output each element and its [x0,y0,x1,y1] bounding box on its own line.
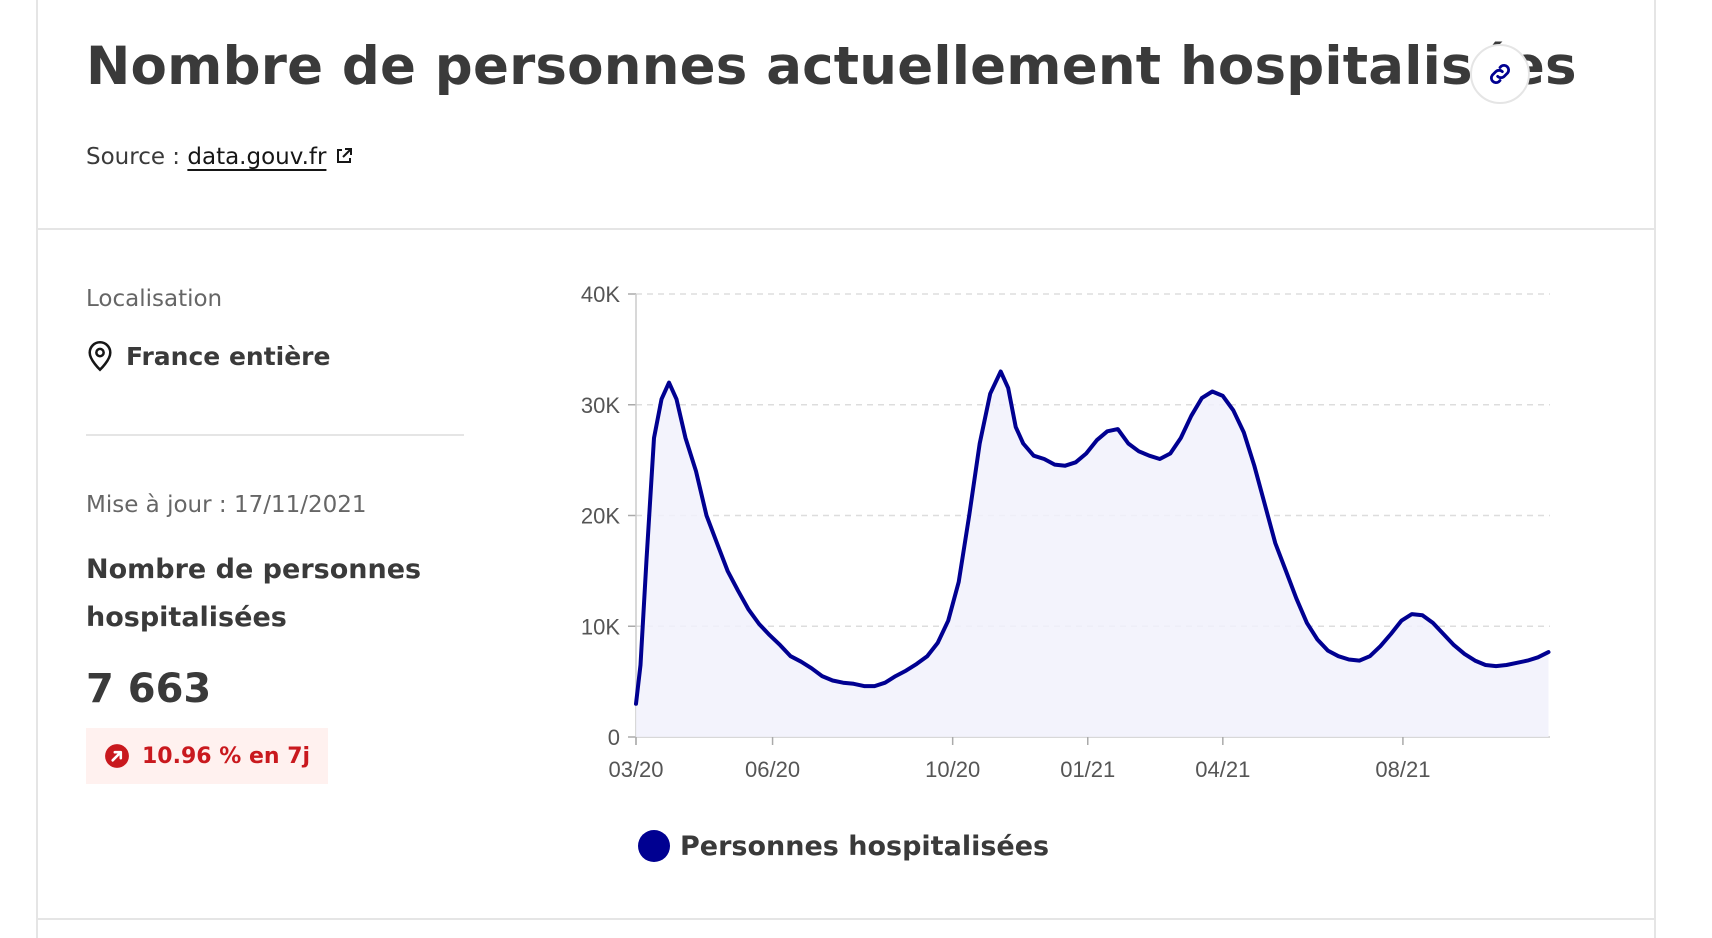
y-tick-label: 0 [608,725,620,750]
metric-name: Nombre de personnes hospitalisées [86,554,422,633]
x-tick-label: 06/20 [745,757,800,782]
card-header-divider [36,228,1656,230]
x-tick-label: 03/20 [608,757,663,782]
legend-label: Personnes hospitalisées [680,830,1050,862]
x-tick-label: 10/20 [925,757,980,782]
trend-badge: 10.96 % en 7j [86,728,329,784]
localisation-label: Localisation [86,286,223,312]
trend-text: 10.96 % en 7j [142,743,311,769]
source-prefix: Source : [86,144,188,170]
page-title: Nombre de personnes actuellement hospita… [86,36,1577,97]
chart-legend[interactable]: Personnes hospitalisées [638,830,1049,862]
copy-link-button[interactable] [1470,44,1530,104]
source-link-text: data.gouv.fr [187,144,327,170]
card-bottom-divider [36,918,1656,920]
location-pin-icon [86,340,114,372]
update-date: Mise à jour : 17/11/2021 [86,492,367,518]
source-link[interactable]: data.gouv.fr [187,144,354,170]
y-tick-label: 10K [581,614,620,639]
sidebar-divider [86,434,464,436]
external-link-icon [334,146,354,172]
localisation-selector[interactable]: France entière [86,340,330,372]
y-tick-label: 30K [581,393,620,418]
metric-value: 7 663 [86,666,212,712]
series-area [636,371,1549,737]
source-line: Source : data.gouv.fr [86,144,354,172]
y-tick-label: 40K [581,282,620,307]
series-line [634,369,1551,706]
arrow-up-right-circle-icon [104,743,130,769]
x-tick-label: 08/21 [1375,757,1430,782]
x-tick-label: 01/21 [1060,757,1115,782]
hospitalisation-chart: 0 10K 20K 30K 40K 03/20 06/20 10/20 01/21 04/21 08… [581,282,1551,782]
y-tick-label: 20K [581,504,620,529]
link-icon [1486,60,1514,88]
indicator-card [36,0,1656,938]
localisation-value: France entière [126,341,331,371]
legend-marker [638,830,670,862]
x-tick-label: 04/21 [1195,757,1250,782]
